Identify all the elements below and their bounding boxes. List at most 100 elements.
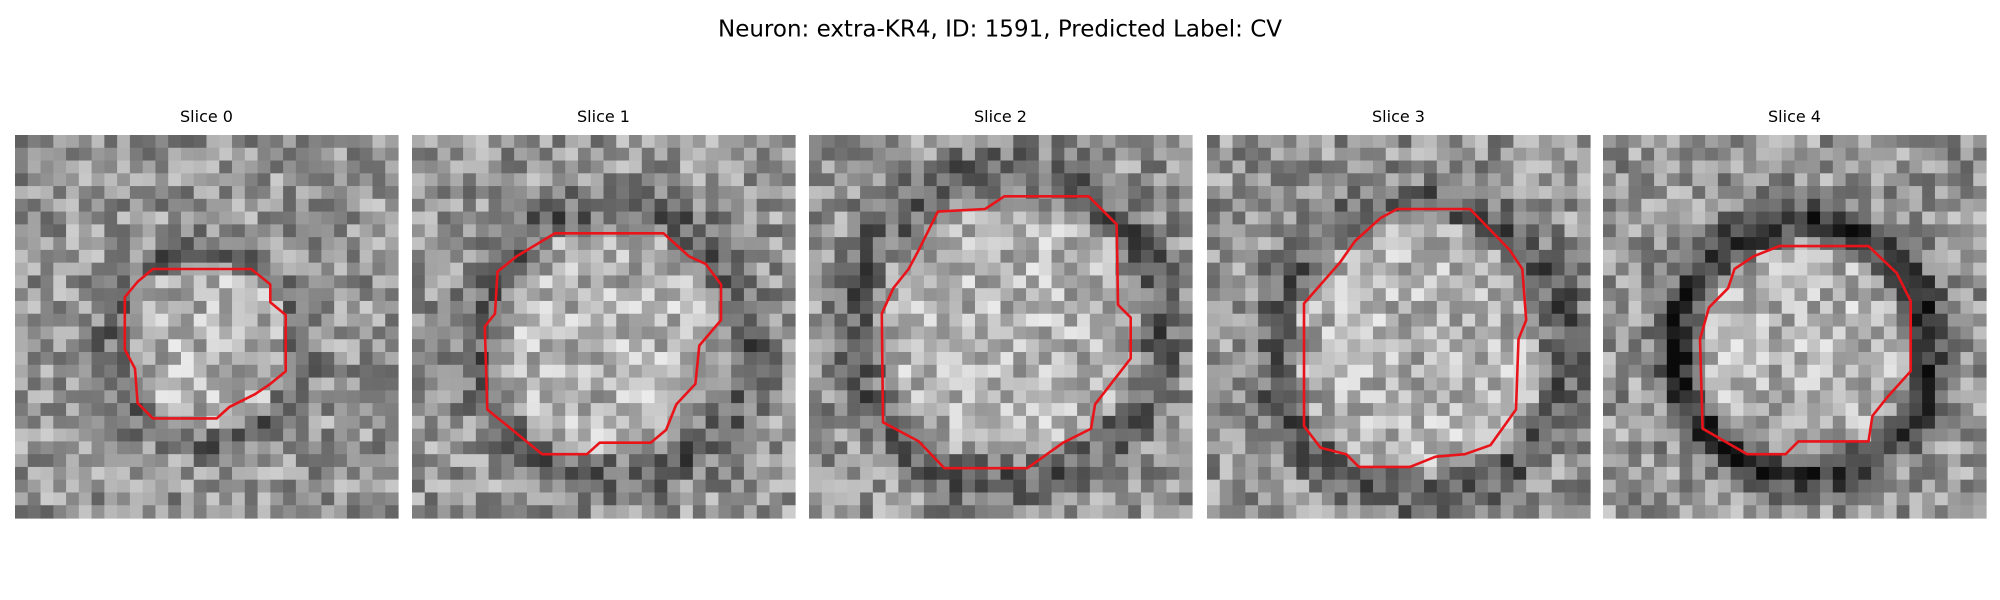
pixel xyxy=(1077,441,1091,455)
pixel xyxy=(1820,415,1834,430)
pixel xyxy=(1153,505,1168,519)
pixel xyxy=(1526,339,1540,353)
pixel xyxy=(885,249,899,264)
pixel xyxy=(1153,300,1168,315)
pixel xyxy=(577,249,592,264)
pixel xyxy=(244,275,259,289)
pixel xyxy=(104,135,118,149)
pixel xyxy=(437,492,451,506)
pixel xyxy=(847,377,861,391)
pixel xyxy=(142,211,157,225)
pixel xyxy=(1385,275,1400,289)
pixel xyxy=(1449,237,1463,251)
pixel xyxy=(1577,454,1591,468)
pixel xyxy=(1258,160,1272,174)
pixel xyxy=(1960,275,1974,289)
pixel xyxy=(1051,377,1065,391)
pixel xyxy=(334,441,348,455)
pixel xyxy=(1960,492,1974,506)
pixel xyxy=(1526,173,1540,187)
pixel xyxy=(321,505,335,519)
pixel xyxy=(1564,211,1578,225)
pixel xyxy=(180,403,195,417)
pixel xyxy=(66,377,80,391)
pixel xyxy=(1577,147,1591,162)
pixel xyxy=(1089,224,1104,238)
pixel xyxy=(962,275,976,289)
pixel xyxy=(1232,249,1246,264)
pixel xyxy=(450,390,464,404)
pixel xyxy=(1207,454,1221,468)
pixel xyxy=(1615,377,1630,391)
pixel xyxy=(1372,237,1387,251)
pixel xyxy=(1449,186,1463,200)
pixel xyxy=(27,275,42,289)
pixel xyxy=(66,479,80,494)
pixel xyxy=(257,390,271,404)
pixel xyxy=(577,186,592,200)
pixel xyxy=(705,390,719,404)
pixel xyxy=(962,186,976,200)
pixel xyxy=(974,339,989,353)
pixel xyxy=(1615,352,1630,366)
pixel xyxy=(1309,479,1323,494)
pixel xyxy=(809,326,823,340)
pixel xyxy=(667,339,681,353)
pixel xyxy=(590,339,605,353)
pixel xyxy=(809,479,823,494)
pixel xyxy=(1896,441,1910,455)
pixel xyxy=(1641,249,1655,264)
pixel xyxy=(91,339,105,353)
pixel xyxy=(257,505,271,519)
pixel xyxy=(987,339,1002,353)
pixel xyxy=(295,505,310,519)
pixel xyxy=(936,173,951,187)
pixel xyxy=(860,147,874,162)
pixel xyxy=(1896,377,1910,391)
pixel xyxy=(1207,339,1221,353)
pixel xyxy=(552,415,566,430)
pixel xyxy=(1475,249,1489,264)
pixel xyxy=(1411,173,1425,187)
pixel xyxy=(731,479,745,494)
pixel xyxy=(769,352,783,366)
pixel xyxy=(1321,479,1336,494)
pixel xyxy=(1807,135,1821,149)
pixel xyxy=(450,249,464,264)
pixel xyxy=(1166,224,1180,238)
pixel xyxy=(1820,326,1834,340)
pixel xyxy=(923,275,938,289)
pixel xyxy=(590,211,605,225)
pixel xyxy=(1038,249,1053,264)
pixel xyxy=(1973,352,1987,366)
pixel xyxy=(987,275,1002,289)
pixel xyxy=(270,326,284,340)
pixel xyxy=(1858,364,1872,379)
pixel xyxy=(1577,198,1591,213)
pixel xyxy=(1140,224,1155,238)
pixel xyxy=(104,300,118,315)
pixel xyxy=(1960,364,1974,379)
pixel xyxy=(667,211,681,225)
pixel xyxy=(1245,186,1259,200)
pixel xyxy=(501,288,515,302)
pixel xyxy=(1947,186,1962,200)
pixel xyxy=(78,249,93,264)
pixel xyxy=(437,186,451,200)
pixel xyxy=(756,441,771,455)
pixel xyxy=(705,147,719,162)
pixel xyxy=(40,479,54,494)
pixel xyxy=(821,377,836,391)
pixel xyxy=(1960,377,1974,391)
pixel xyxy=(1219,377,1234,391)
pixel xyxy=(117,377,131,391)
pixel xyxy=(1654,415,1668,430)
pixel xyxy=(168,364,182,379)
pixel xyxy=(1807,479,1821,494)
pixel xyxy=(270,403,284,417)
pixel xyxy=(219,377,233,391)
pixel xyxy=(552,390,566,404)
pixel xyxy=(705,186,719,200)
pixel xyxy=(1666,339,1681,353)
pixel xyxy=(616,403,630,417)
